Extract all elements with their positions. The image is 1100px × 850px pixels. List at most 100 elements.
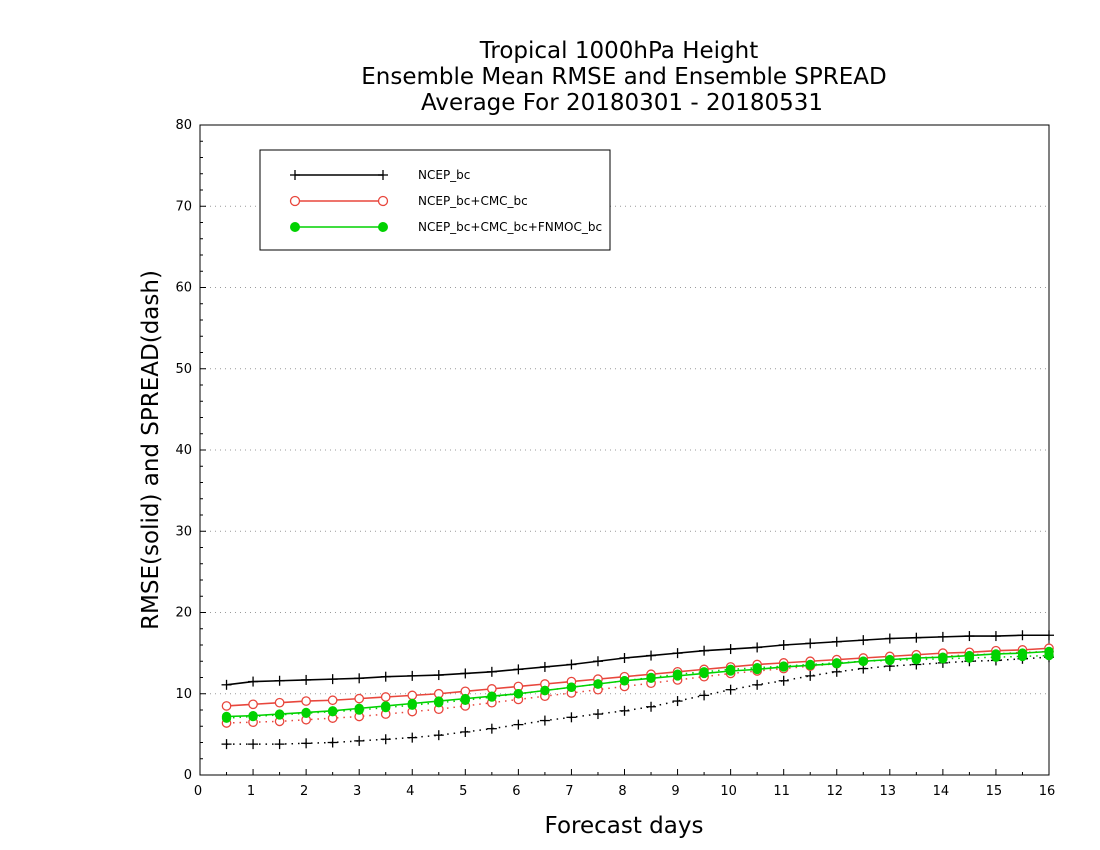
spread-point bbox=[592, 709, 603, 720]
rmse-point bbox=[832, 658, 842, 669]
spread-point bbox=[433, 730, 444, 741]
x-tick-label: 11 bbox=[773, 784, 790, 799]
rmse-point bbox=[991, 649, 1001, 659]
rmse-point bbox=[407, 698, 417, 709]
y-tick-label: 50 bbox=[175, 362, 192, 377]
gridlines bbox=[200, 205, 1049, 695]
rmse-point bbox=[274, 697, 285, 708]
y-tick-label: 0 bbox=[184, 768, 192, 783]
legend-entry: NCEP_bc+CMC_bc+FNMOC_bc bbox=[290, 220, 602, 234]
y-tick-label: 80 bbox=[175, 118, 192, 133]
spread-point bbox=[566, 712, 577, 723]
x-axis: 0 1 2 3 4 5 6 7 8 9 10 11 12 13 14 15 16 bbox=[194, 769, 1055, 799]
rmse-point bbox=[566, 659, 577, 670]
rmse-point bbox=[592, 656, 603, 667]
x-tick-label: 5 bbox=[459, 784, 467, 799]
rmse-point bbox=[460, 668, 471, 679]
rmse-point bbox=[327, 674, 338, 685]
rmse-point bbox=[433, 670, 444, 681]
title-line-2: Ensemble Mean RMSE and Ensemble SPREAD bbox=[361, 64, 886, 90]
rmse-point bbox=[964, 650, 975, 661]
rmse-point bbox=[1017, 648, 1028, 658]
y-tick-label: 60 bbox=[175, 281, 192, 296]
rmse-point bbox=[937, 631, 948, 642]
rmse-point bbox=[248, 699, 258, 710]
rmse-point bbox=[301, 707, 311, 718]
y-tick-label: 30 bbox=[175, 524, 192, 539]
rmse-point bbox=[1044, 630, 1054, 641]
x-tick-label: 15 bbox=[986, 784, 1003, 799]
title-line-3: Average For 20180301 - 20180531 bbox=[421, 90, 823, 116]
spread-point bbox=[513, 719, 524, 730]
rmse-point bbox=[938, 652, 948, 662]
y-tick-label: 70 bbox=[175, 199, 192, 214]
rmse-point bbox=[407, 670, 418, 681]
rmse-point bbox=[248, 710, 258, 721]
rmse-point bbox=[354, 673, 365, 684]
y-axis-label: RMSE(solid) and SPREAD(dash) bbox=[138, 270, 164, 630]
spread-point bbox=[380, 734, 391, 745]
legend-label: NCEP_bc+CMC_bc bbox=[418, 194, 528, 208]
rmse-point bbox=[486, 666, 497, 677]
rmse-point bbox=[778, 640, 789, 650]
rmse-point bbox=[990, 631, 1001, 642]
rmse-point bbox=[725, 644, 736, 655]
y-axis: 0 10 20 30 40 50 60 70 80 bbox=[175, 118, 206, 783]
spread-point bbox=[221, 739, 232, 750]
rmse-point bbox=[354, 703, 364, 714]
legend-entries: NCEP_bc NCEP_bc+CMC_bc NCEP_bc+CMC_bc+FNMO… bbox=[289, 168, 602, 234]
legend-label: NCEP_bc bbox=[418, 168, 470, 182]
rmse-point bbox=[407, 690, 418, 701]
rmse-point bbox=[221, 711, 232, 722]
legend-marker bbox=[289, 195, 301, 207]
rmse-point bbox=[778, 662, 789, 672]
rmse-point bbox=[885, 654, 895, 665]
rmse-point bbox=[858, 656, 868, 666]
x-tick-label: 0 bbox=[194, 784, 202, 799]
legend-marker bbox=[378, 170, 388, 180]
rmse-point bbox=[805, 638, 816, 649]
rmse-point bbox=[380, 692, 391, 702]
rmse-point bbox=[540, 685, 550, 696]
rmse-point bbox=[539, 661, 550, 672]
series-2 bbox=[221, 646, 1054, 723]
legend-entry: NCEP_bc bbox=[290, 168, 470, 182]
rmse-point bbox=[672, 671, 683, 681]
x-tick-label: 12 bbox=[826, 784, 843, 799]
legend-label: NCEP_bc+CMC_bc+FNMOC_bc bbox=[418, 220, 602, 234]
rmse-point bbox=[327, 695, 338, 706]
spread-point bbox=[248, 739, 259, 750]
spread-point bbox=[407, 732, 418, 743]
rmse-point bbox=[513, 689, 524, 699]
rmse-line bbox=[226, 634, 1049, 686]
rmse-line bbox=[226, 650, 1050, 718]
spread-line bbox=[226, 656, 1050, 745]
spread-point bbox=[486, 723, 497, 734]
rmse-point bbox=[327, 706, 338, 716]
spread-point bbox=[354, 735, 365, 746]
spread-point bbox=[539, 715, 550, 726]
y-tick-label: 20 bbox=[175, 606, 192, 621]
spread-point bbox=[752, 679, 763, 690]
x-axis-label: Forecast days bbox=[545, 813, 704, 839]
y-tick-label: 10 bbox=[175, 687, 192, 702]
rmse-point bbox=[646, 650, 657, 661]
x-tick-label: 8 bbox=[618, 784, 626, 799]
spread-point bbox=[460, 726, 471, 737]
rmse-point bbox=[1017, 630, 1028, 641]
spread-point bbox=[274, 739, 285, 750]
rmse-point bbox=[699, 645, 710, 656]
spread-point bbox=[725, 684, 736, 695]
rmse-point bbox=[752, 664, 762, 675]
rmse-point bbox=[380, 671, 391, 682]
x-tick-label: 16 bbox=[1039, 784, 1056, 799]
x-tick-label: 1 bbox=[247, 784, 255, 799]
rmse-point bbox=[248, 676, 259, 687]
spread-point bbox=[672, 696, 683, 707]
x-tick-label: 14 bbox=[933, 784, 950, 799]
legend-box bbox=[259, 149, 611, 251]
rmse-point bbox=[619, 676, 630, 686]
spread-point bbox=[619, 705, 630, 716]
rmse-point bbox=[221, 701, 232, 711]
